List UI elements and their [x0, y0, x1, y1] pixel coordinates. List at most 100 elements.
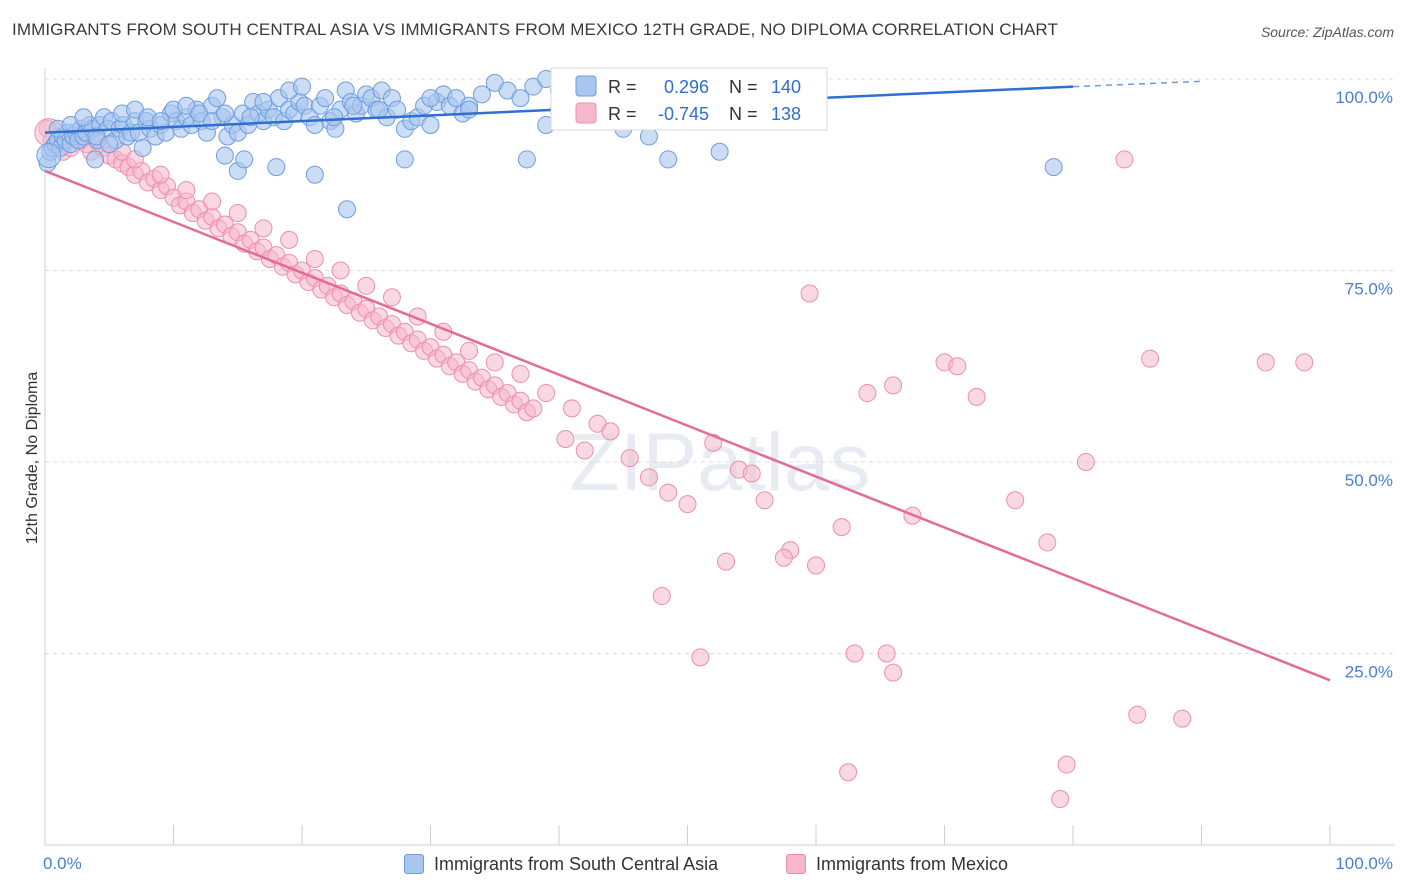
mexico-point — [331, 261, 350, 280]
legend-label-south-central-asia: Immigrants from South Central Asia — [434, 853, 719, 874]
mexico-point — [460, 341, 479, 360]
y-tick-label: 25.0% — [1345, 663, 1393, 682]
legend-r-value-2: -0.745 — [658, 104, 709, 124]
y-tick-label: 75.0% — [1345, 280, 1393, 299]
south-central-asia-point — [517, 150, 536, 169]
south-central-asia-point — [215, 146, 234, 165]
mexico-point — [575, 441, 594, 460]
mexico-point — [884, 663, 903, 682]
south-central-asia-point — [395, 150, 414, 169]
mexico-point — [228, 204, 247, 223]
mexico-point — [659, 483, 678, 502]
south-central-asia-point — [151, 112, 170, 131]
x-tick-label: 100.0% — [1335, 854, 1393, 873]
mexico-point — [1051, 790, 1070, 809]
legend-swatch-mexico — [786, 854, 806, 874]
south-central-asia-point — [235, 150, 254, 169]
mexico-point — [556, 430, 575, 449]
mexico-point — [382, 288, 401, 307]
south-central-asia-point — [316, 89, 335, 108]
mexico-point — [755, 491, 774, 510]
mexico-point — [1006, 491, 1025, 510]
mexico-point — [1076, 453, 1095, 471]
mexico-point — [151, 165, 170, 184]
south-central-asia-point — [460, 100, 479, 119]
series-mexico-points — [34, 118, 1314, 809]
south-central-asia-point — [36, 143, 62, 169]
mexico-point — [877, 644, 896, 663]
legend-n-value-1: 140 — [771, 77, 801, 97]
y-tick-labels: 25.0% 50.0% 75.0% 100.0% — [1335, 88, 1393, 682]
mexico-point — [652, 587, 671, 606]
legend-n-label-2: N = — [729, 104, 758, 124]
mexico-point — [774, 548, 793, 567]
mexico-point — [1115, 150, 1134, 169]
legend-swatch-south-central-asia — [404, 854, 424, 874]
south-central-asia-point — [1044, 158, 1063, 177]
south-central-asia-point — [208, 89, 227, 108]
legend-r-label-1: R = — [608, 77, 637, 97]
south-central-asia-point — [305, 165, 324, 184]
south-central-asia-point — [344, 96, 363, 115]
legend-label-mexico: Immigrants from Mexico — [816, 853, 1009, 874]
mexico-point — [305, 250, 324, 269]
legend-r-label-2: R = — [608, 104, 637, 124]
legend-r-value-1: 0.296 — [664, 77, 709, 97]
south-central-asia-point — [305, 115, 324, 134]
mexico-point — [1256, 353, 1275, 372]
legend-frame — [550, 67, 828, 131]
south-central-asia-point — [293, 77, 311, 96]
watermark: ZIPatlas — [570, 417, 871, 508]
mexico-point — [948, 357, 967, 376]
legend: R = 0.296 N = 140 R = -0.745 N = 138 — [550, 67, 828, 131]
legend-n-value-2: 138 — [771, 104, 801, 124]
mexico-point — [537, 384, 556, 403]
mexico-point — [742, 464, 761, 483]
mexico-point — [562, 399, 581, 418]
mexico-point — [357, 276, 376, 295]
south-central-asia-point — [100, 135, 119, 154]
mexico-point — [1295, 353, 1314, 372]
south-central-asia-point — [325, 108, 344, 127]
legend-n-label-1: N = — [729, 77, 758, 97]
mexico-point — [845, 644, 864, 663]
legend-swatch-blue — [575, 75, 597, 97]
mexico-point — [884, 376, 903, 395]
mexico-point — [1057, 755, 1076, 774]
axes — [44, 68, 1395, 846]
mexico-point — [485, 353, 504, 372]
south-central-asia-point — [659, 150, 678, 169]
mexico-point — [1173, 709, 1192, 728]
y-tick-label: 100.0% — [1335, 88, 1393, 107]
mexico-point — [678, 495, 697, 514]
mexico-point — [1141, 349, 1160, 368]
mexico-point — [717, 552, 736, 571]
south-central-asia-point — [472, 85, 491, 104]
south-central-asia-point — [511, 89, 530, 108]
legend-item-mexico: Immigrants from Mexico — [786, 851, 1008, 877]
trend-line-mexico — [44, 169, 1331, 682]
south-central-asia-point — [370, 100, 389, 119]
south-central-asia-point — [215, 104, 234, 123]
y-tick-label: 50.0% — [1345, 471, 1393, 490]
south-central-asia-point — [267, 158, 286, 177]
south-central-asia-point — [337, 200, 356, 219]
mexico-point — [254, 219, 273, 238]
chart-title: IMMIGRANTS FROM SOUTH CENTRAL ASIA VS IM… — [12, 20, 1058, 39]
south-central-asia-point — [388, 100, 407, 119]
mexico-point — [858, 384, 877, 403]
south-central-asia-point — [254, 92, 273, 111]
mexico-point — [800, 284, 819, 303]
south-central-asia-point — [241, 108, 260, 127]
source-note: Source: ZipAtlas.com — [1260, 24, 1394, 40]
mexico-point — [807, 556, 825, 575]
mexico-point — [511, 364, 530, 383]
south-central-asia-point — [421, 115, 440, 134]
mexico-point — [601, 422, 620, 441]
mexico-point — [832, 518, 851, 537]
mexico-point — [639, 468, 658, 487]
mexico-point — [177, 181, 196, 200]
mexico-point — [620, 449, 639, 468]
mexico-point — [1128, 705, 1147, 724]
